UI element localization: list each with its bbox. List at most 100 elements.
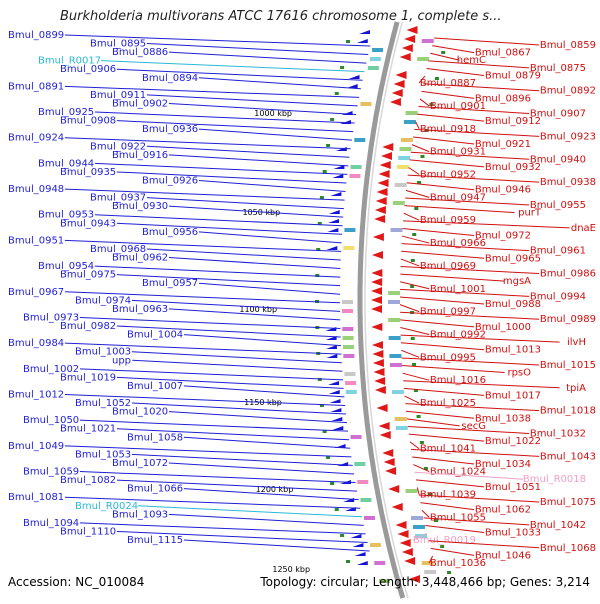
gene-arrow-forward (332, 174, 344, 178)
gene-label-right: Bmul_0938 (540, 177, 596, 188)
gene-label-left: Bmul_1058 (127, 432, 183, 443)
gene-label-right: Bmul_0965 (485, 253, 541, 264)
tick-mark (316, 248, 321, 251)
gene-label-right: Bmul_1032 (530, 429, 586, 440)
gene-label-left: Bmul_1072 (112, 458, 168, 469)
topology-summary: Topology: circular; Length: 3,448,466 bp… (260, 575, 590, 589)
gene-label-left: Bmul_0911 (90, 90, 146, 101)
gene-leader-line (168, 513, 364, 526)
gene-label-left: Bmul_1094 (23, 518, 79, 529)
gene-label-left: Bmul_0975 (60, 270, 116, 281)
gene-label-left: Bmul_1049 (8, 441, 64, 452)
tick-mark (330, 118, 335, 121)
gene-label-left: Bmul_1081 (8, 492, 64, 503)
gene-label-right: Bmul_0901 (430, 101, 486, 112)
tick-mark (322, 430, 327, 433)
tick-mark (428, 493, 433, 496)
gene-leader-line (132, 359, 343, 372)
gene-leader-line (401, 357, 540, 366)
gene-arrow-reverse (373, 368, 385, 376)
gene-leader-line (399, 304, 420, 313)
gene-label-left: Bmul_1110 (60, 526, 116, 537)
gene-label-right: Bmul_1038 (475, 413, 531, 424)
gene-label-right: Bmul_1018 (540, 406, 596, 417)
gene-label-right: Bmul_0892 (540, 86, 596, 97)
feature-block (345, 390, 357, 394)
gene-leader-line (428, 60, 530, 69)
gene-leader-line (168, 51, 367, 64)
gene-label-right: Bmul_1068 (540, 543, 596, 554)
gene-label-right: Bmul_0879 (485, 70, 541, 81)
gene-label-right: Bmul_0947 (430, 192, 486, 203)
gene-arrow-reverse (408, 575, 420, 583)
gene-leader-line (116, 530, 368, 543)
gene-label-right: Bmul_0887 (420, 78, 476, 89)
gene-arrow-forward (331, 417, 343, 421)
gene-label-left: Bmul_0944 (38, 158, 94, 169)
tick-mark (429, 103, 434, 106)
gene-leader-line (423, 83, 540, 92)
tick-mark (414, 207, 419, 210)
scale-mark-label: 1000 kbp (254, 109, 292, 118)
gene-leader-line (198, 282, 341, 295)
gene-label-right: ilvH (567, 337, 586, 348)
gene-label-left: Bmul_0936 (142, 124, 198, 135)
feature-block (398, 156, 411, 160)
accession-text: Accession: NC_010084 (8, 575, 145, 589)
gene-leader-line (421, 509, 430, 518)
gene-leader-line (64, 85, 360, 98)
gene-arrow-reverse (374, 386, 386, 394)
gene-leader-line (409, 441, 420, 450)
gene-leader-line (168, 411, 348, 424)
gene-label-right: Bmul_0959 (420, 215, 476, 226)
gene-leader-line (408, 433, 485, 442)
gene-label-right: Bmul_1025 (420, 398, 476, 409)
gene-label-left: Bmul_0926 (142, 176, 198, 187)
gene-arrow-reverse (371, 278, 383, 286)
feature-block (391, 390, 404, 394)
gene-label-left: Bmul_0962 (112, 253, 168, 264)
feature-block (369, 57, 381, 61)
gene-leader-line (79, 419, 349, 432)
gene-label-left: Bmul_0963 (112, 304, 168, 315)
gene-leader-line (419, 98, 430, 107)
feature-block (421, 561, 434, 565)
tick-mark (340, 534, 345, 537)
feature-block (360, 102, 372, 106)
gene-arrow-reverse (378, 170, 390, 178)
gene-leader-line (146, 94, 358, 107)
gene-leader-line (405, 403, 540, 412)
tick-mark (322, 170, 327, 173)
gene-leader-line (400, 288, 530, 297)
gene-label-right: Bmul_1062 (475, 505, 531, 516)
gene-label-right: Bmul_1042 (530, 520, 586, 531)
feature-block (349, 174, 361, 178)
gene-label-right: mgsA (503, 276, 531, 287)
gene-leader-line (116, 120, 354, 133)
gene-label-right: Bmul_1016 (430, 375, 486, 386)
gene-leader-line (116, 171, 347, 184)
gene-arrow-forward (354, 552, 366, 556)
gene-leader-line (94, 214, 343, 227)
gene-leader-line (408, 167, 420, 175)
gene-label-left: Bmul_1082 (60, 475, 116, 486)
gene-arrow-forward (356, 561, 368, 565)
gene-leader-line (64, 342, 342, 355)
gene-leader-line (410, 151, 530, 160)
gene-label-right: Bmul_0946 (475, 185, 531, 196)
gene-leader-line (168, 205, 344, 218)
gene-leader-line (64, 445, 352, 458)
gene-label-left: Bmul_1020 (112, 407, 168, 418)
gene-arrow-reverse (374, 206, 386, 214)
gene-leader-line (426, 67, 485, 76)
gene-leader-line (406, 410, 475, 419)
genome-backbone-inner (364, 21, 409, 599)
gene-leader-line (402, 372, 430, 381)
map-title: Burkholderia multivorans ATCC 17616 chro… (60, 9, 502, 24)
gene-arrow-reverse (391, 89, 403, 97)
gene-leader-line (412, 532, 428, 541)
gene-arrow-reverse (382, 143, 394, 151)
gene-label-right: Bmul_0940 (530, 154, 586, 165)
gene-leader-line (94, 162, 348, 175)
gene-label-left: Bmul_1052 (75, 398, 131, 409)
